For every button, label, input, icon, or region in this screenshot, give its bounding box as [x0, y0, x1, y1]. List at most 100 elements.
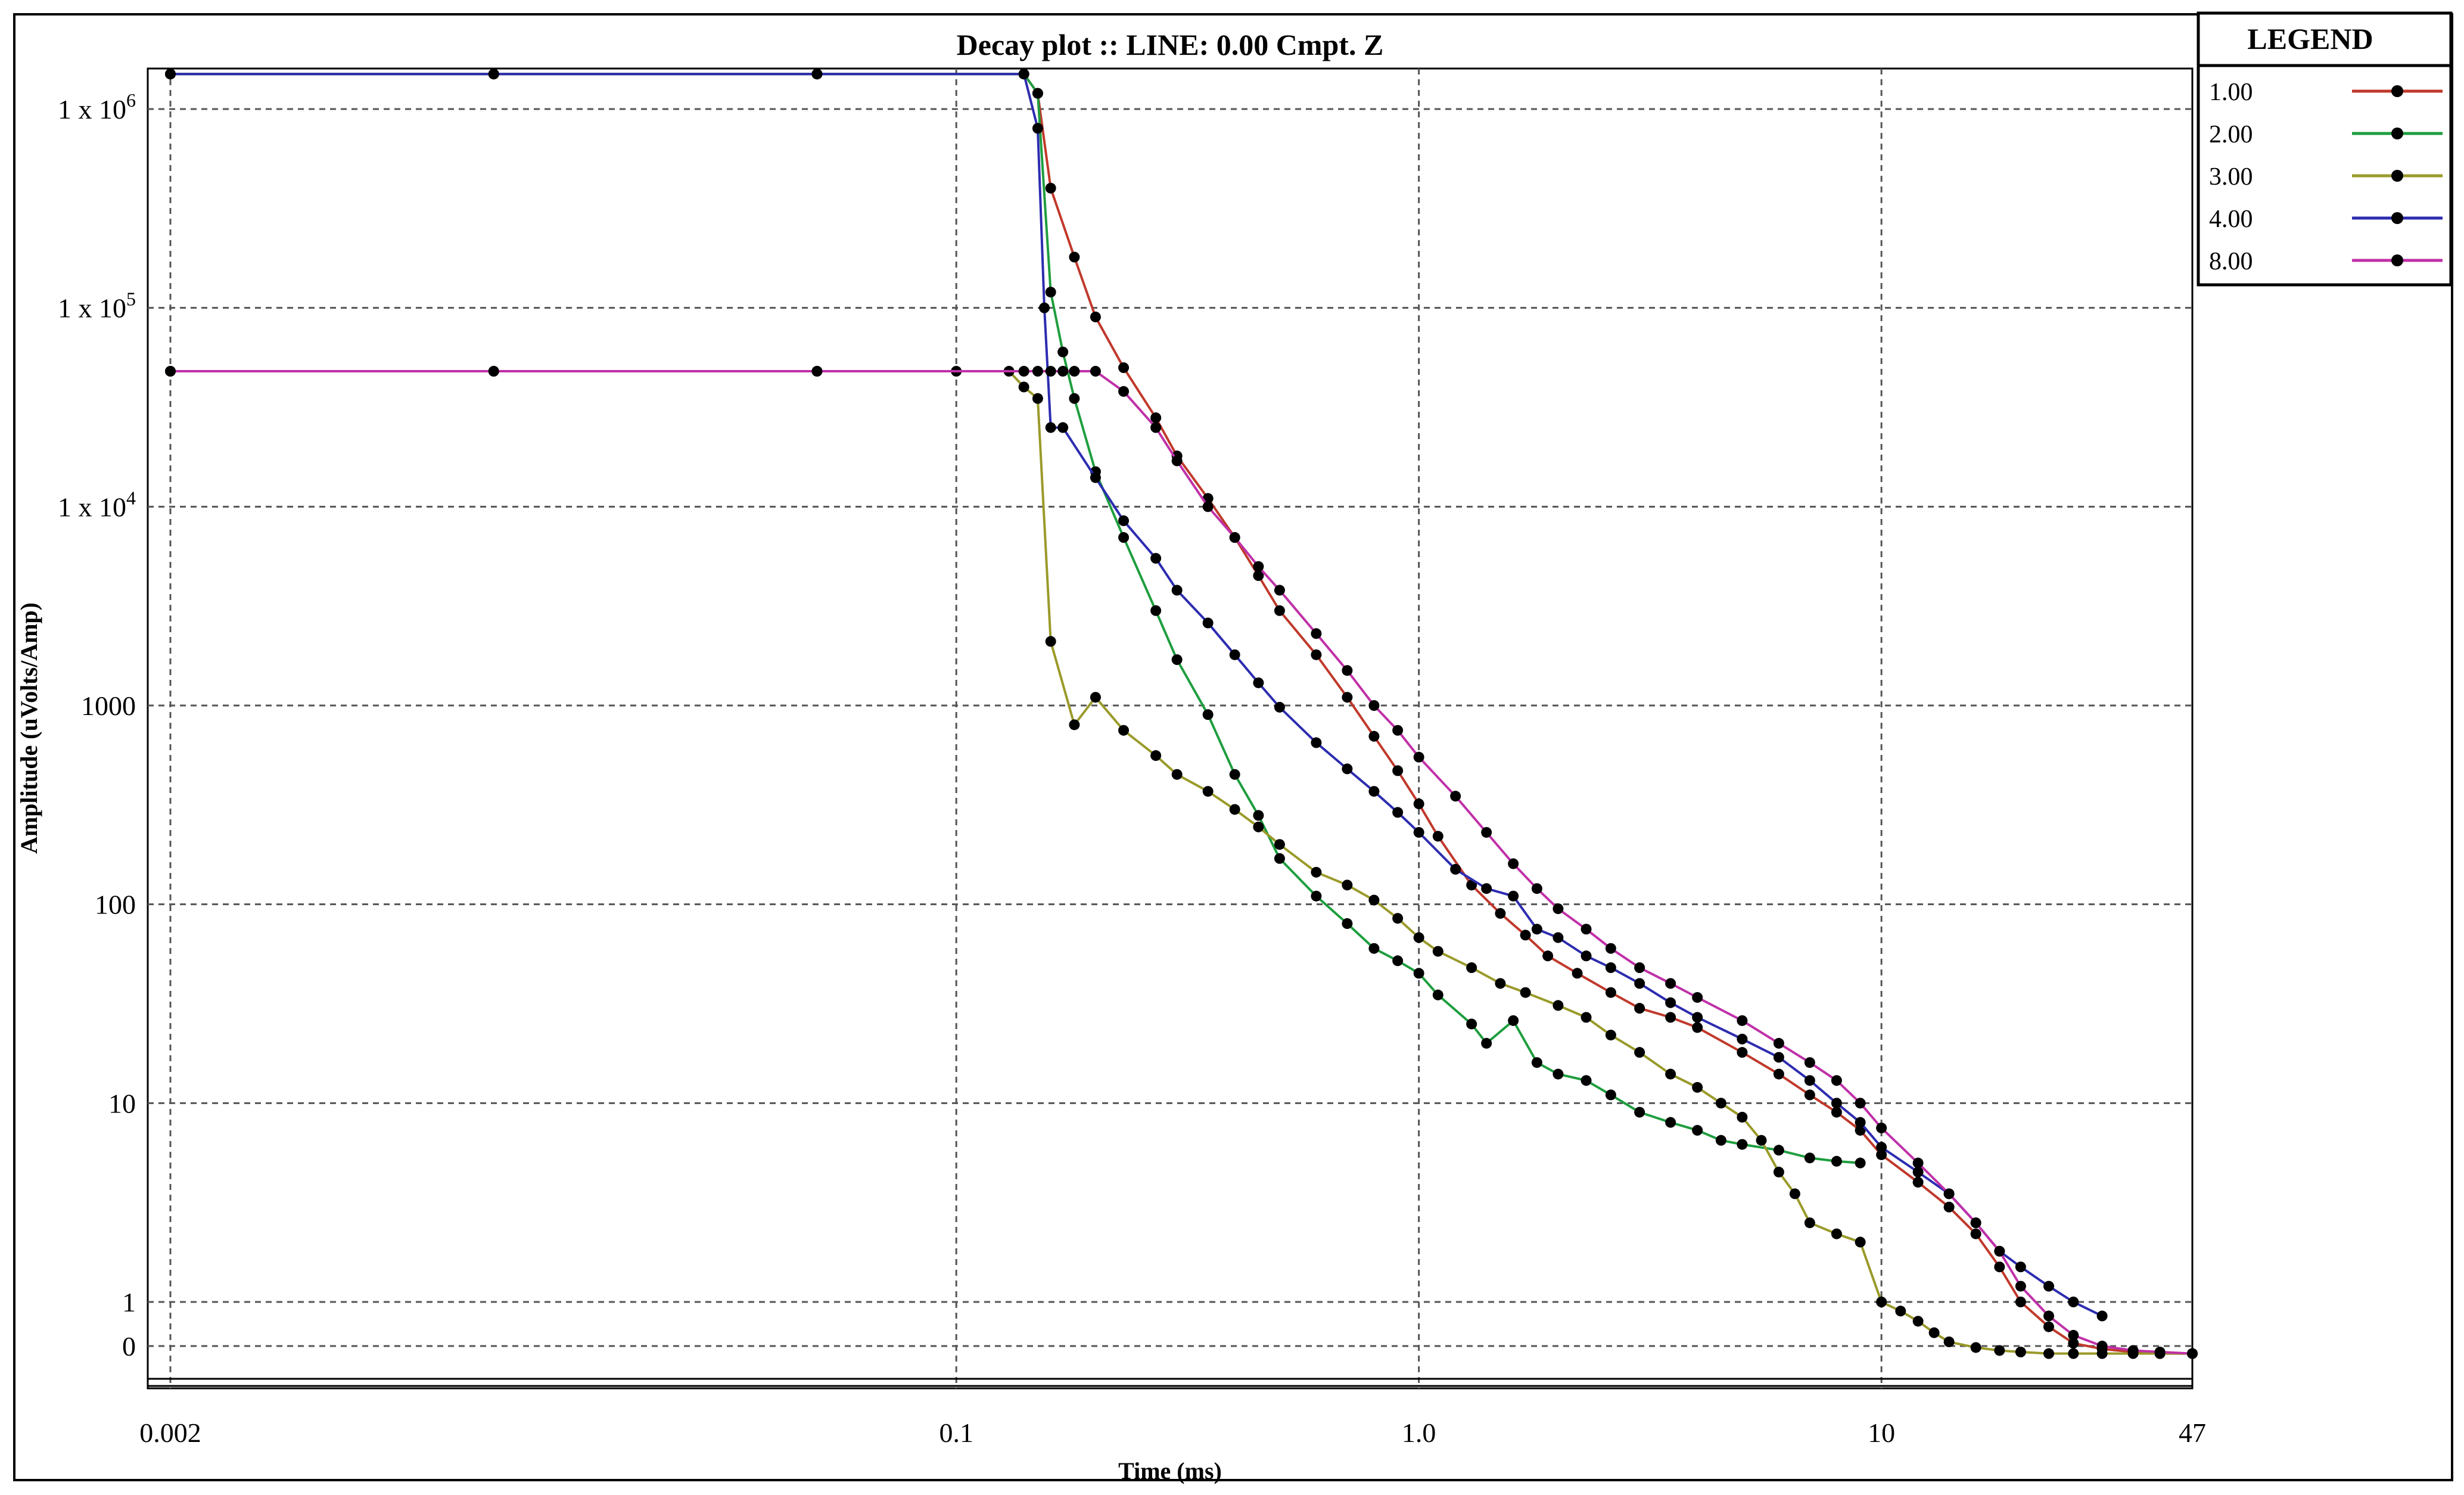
data-point: [1150, 750, 1162, 762]
data-point: [1202, 617, 1214, 629]
data-point: [1311, 866, 1322, 878]
data-point: [1581, 924, 1592, 935]
data-point: [1692, 1124, 1703, 1136]
data-point: [1665, 1068, 1676, 1080]
data-point: [1773, 1068, 1784, 1080]
series-3.00: [165, 366, 2198, 1359]
x-tick-label: 47: [2179, 1418, 2206, 1448]
legend-marker: [2391, 85, 2403, 97]
data-point: [1994, 1345, 2005, 1356]
data-point: [1553, 932, 1564, 943]
data-point: [1912, 1167, 1924, 1178]
data-point: [1342, 763, 1353, 775]
data-point: [1311, 737, 1322, 748]
data-point: [1831, 1075, 1842, 1086]
data-point: [1171, 455, 1183, 467]
data-point: [1737, 1015, 1748, 1026]
data-point: [1118, 362, 1130, 374]
data-point: [1634, 962, 1645, 974]
chart-title: Decay plot :: LINE: 0.00 Cmpt. Z: [957, 28, 1384, 61]
data-point: [2068, 1297, 2079, 1307]
legend-label: 3.00: [2209, 163, 2253, 191]
data-point: [1342, 692, 1353, 703]
data-point: [1994, 1261, 2005, 1273]
data-point: [1737, 1111, 1748, 1123]
data-point: [1045, 636, 1056, 647]
data-point: [2096, 1341, 2108, 1352]
data-point: [1737, 1139, 1748, 1150]
data-point: [1481, 1037, 1492, 1049]
x-tick-label: 1.0: [1402, 1418, 1436, 1448]
data-point: [1090, 311, 1101, 322]
data-point: [2068, 1348, 2079, 1359]
data-point: [1413, 751, 1424, 763]
data-point: [1368, 731, 1380, 742]
data-point: [1737, 1033, 1748, 1045]
y-tick-label: 1 x 106: [58, 89, 136, 125]
data-point: [1150, 605, 1162, 616]
data-point: [488, 366, 499, 377]
data-point: [1018, 69, 1029, 80]
data-point: [1045, 182, 1056, 194]
data-point: [1150, 412, 1162, 424]
series-layer: [165, 69, 2198, 1359]
data-point: [1253, 810, 1264, 821]
data-point: [1943, 1201, 1955, 1213]
data-point: [1171, 769, 1183, 780]
data-point: [2043, 1310, 2055, 1322]
data-point: [1229, 649, 1240, 660]
data-point: [1855, 1117, 1866, 1128]
data-point: [1804, 1089, 1815, 1101]
data-point: [1069, 366, 1080, 377]
data-point: [1032, 88, 1043, 99]
data-point: [1342, 665, 1353, 676]
legend-label: 4.00: [2209, 206, 2253, 233]
y-tick-label: 1 x 104: [58, 487, 136, 522]
legend-marker: [2391, 212, 2403, 224]
x-tick-label: 0.1: [939, 1418, 973, 1448]
data-point: [1253, 821, 1264, 832]
data-point: [1368, 700, 1380, 711]
data-point: [1692, 1081, 1703, 1093]
y-tick-label: 100: [95, 890, 136, 920]
x-axis-label: Time (ms): [1118, 1457, 1222, 1484]
data-point: [1831, 1228, 1842, 1239]
data-point: [1928, 1327, 1940, 1338]
data-point: [1495, 907, 1506, 919]
legend-marker: [2391, 128, 2403, 139]
data-point: [1229, 769, 1240, 780]
data-point: [1202, 709, 1214, 720]
data-point: [2127, 1345, 2139, 1356]
data-point: [1943, 1188, 1955, 1199]
data-point: [1831, 1098, 1842, 1109]
x-tick-label: 0.002: [139, 1418, 201, 1448]
data-point: [2043, 1348, 2055, 1359]
data-point: [488, 69, 499, 80]
data-point: [1855, 1236, 1866, 1248]
data-point: [1057, 366, 1069, 377]
data-point: [2015, 1261, 2026, 1273]
data-point: [1274, 839, 1285, 850]
legend-marker: [2391, 170, 2403, 182]
data-point: [2096, 1348, 2108, 1359]
data-point: [1970, 1217, 1981, 1229]
data-point: [1715, 1135, 1726, 1146]
data-point: [1090, 366, 1101, 377]
legend-title: LEGEND: [2247, 22, 2373, 55]
data-point: [1531, 924, 1542, 935]
data-point: [1773, 1052, 1784, 1063]
data-point: [1018, 366, 1029, 377]
data-point: [1876, 1123, 1887, 1134]
data-point: [1605, 943, 1616, 954]
y-axis-label: Amplitude (uVolts/Amp): [15, 602, 42, 854]
data-point: [1432, 946, 1443, 957]
data-point: [2187, 1348, 2198, 1359]
data-point: [1069, 393, 1080, 404]
data-point: [1229, 804, 1240, 815]
data-point: [1634, 1003, 1645, 1014]
data-point: [165, 69, 176, 80]
data-point: [1508, 890, 1519, 902]
data-point: [1368, 786, 1380, 797]
data-point: [1118, 725, 1130, 736]
data-point: [1057, 422, 1069, 433]
